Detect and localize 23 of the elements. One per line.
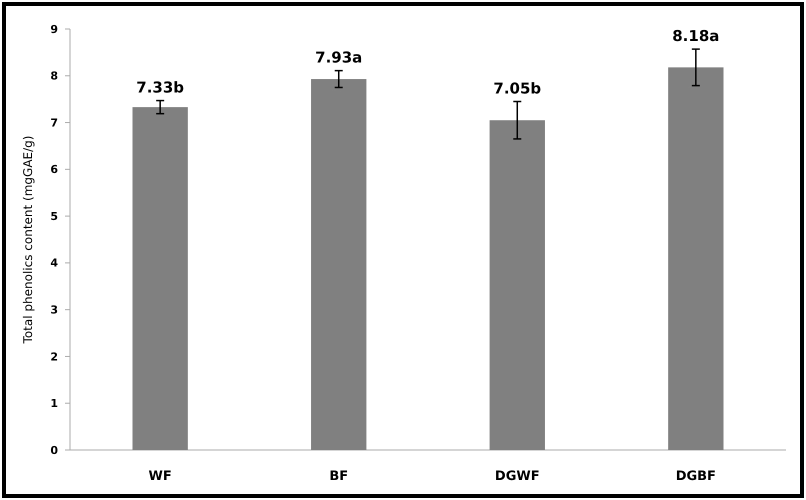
data-label: 8.18a: [672, 27, 720, 46]
y-tick-label: 0: [50, 444, 58, 457]
data-label: 7.33b: [136, 78, 184, 97]
y-axis-title: Total phenolics content (mgGAE/g): [21, 136, 35, 344]
x-tick-label: BF: [329, 469, 348, 484]
y-tick-label: 4: [50, 256, 58, 270]
data-label: 7.05b: [493, 80, 542, 98]
bar: [311, 79, 366, 450]
y-tick-label: 3: [50, 304, 58, 317]
bar: [490, 120, 545, 450]
x-tick-label: WF: [148, 469, 172, 484]
x-tick-label: DGBF: [676, 469, 716, 484]
bar: [668, 67, 724, 450]
data-label: 7.93a: [315, 48, 362, 67]
x-tick-label: DGWF: [494, 469, 540, 484]
y-tick-label: 8: [50, 70, 58, 83]
y-tick-label: 5: [50, 210, 58, 223]
y-tick-label: 2: [50, 350, 58, 364]
y-tick-label: 9: [50, 22, 58, 36]
bar: [132, 107, 188, 450]
y-tick-label: 7: [50, 116, 58, 130]
y-tick-label: 1: [50, 397, 58, 410]
y-tick-label: 6: [50, 163, 58, 176]
